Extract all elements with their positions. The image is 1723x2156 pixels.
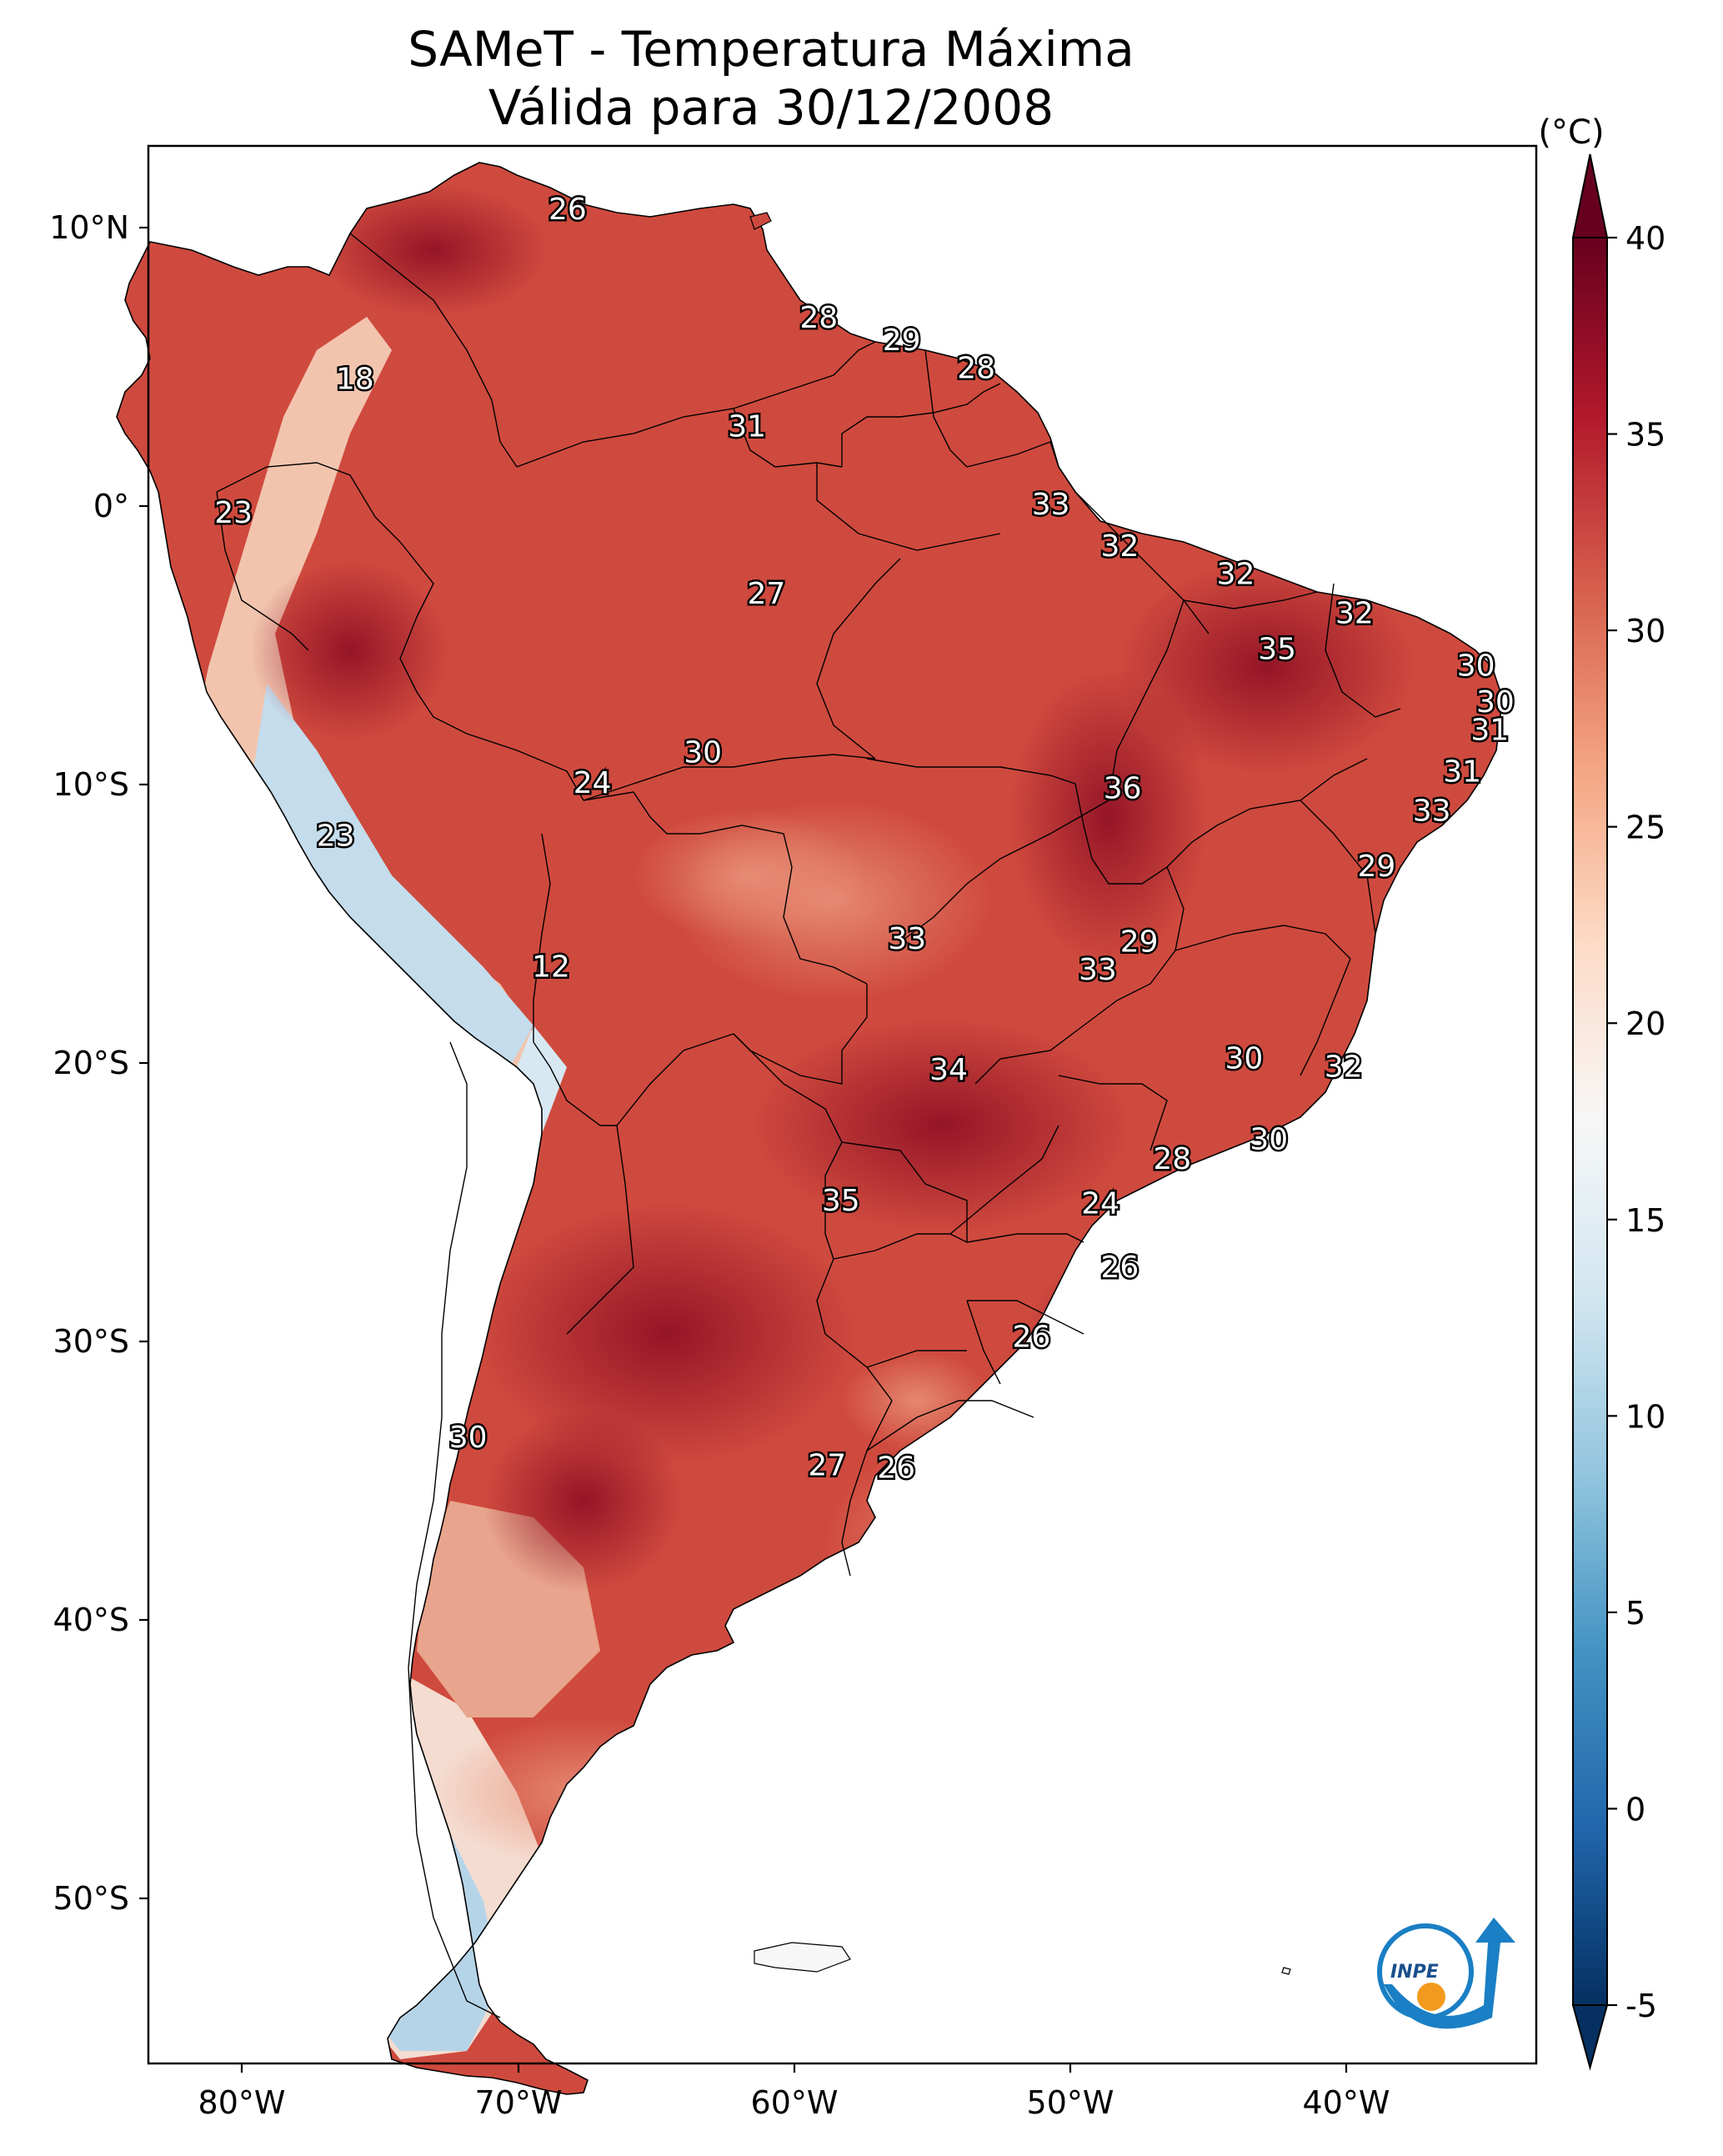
inpe-logo: INPE <box>1377 1918 1515 2029</box>
temperature-label: 12 <box>532 950 570 984</box>
temperature-label: 26 <box>548 193 587 227</box>
temperature-label: 30 <box>1457 649 1495 684</box>
x-tick-label: 70°W <box>475 2084 563 2121</box>
temperature-label: 33 <box>888 922 926 956</box>
colorbar-tick-label: 25 <box>1625 810 1665 846</box>
colorbar-tick-label: 40 <box>1625 220 1665 257</box>
temperature-label: 28 <box>1153 1142 1191 1176</box>
x-tick-label: 60°W <box>751 2084 839 2121</box>
y-tick-label: 0° <box>93 488 129 524</box>
y-tick-label: 40°S <box>53 1602 129 1638</box>
colorbar-max-arrow <box>1571 153 1609 238</box>
map-title-line1: SAMeT - Temperatura Máxima <box>408 21 1134 78</box>
colorbar-tick-label: 30 <box>1625 613 1665 649</box>
temperature-label: 29 <box>883 323 921 358</box>
colorbar-tick-label: 15 <box>1625 1202 1665 1239</box>
temperature-label: 27 <box>747 577 785 611</box>
temperature-label: 28 <box>799 301 838 335</box>
temperature-label: 32 <box>1335 596 1374 630</box>
colorbar-tick-label: -5 <box>1625 1988 1657 2024</box>
y-tick-labels: 10°N 0° 10°S 20°S 30°S 40°S 50°S <box>49 209 129 1917</box>
y-tick-label: 20°S <box>53 1045 129 1081</box>
y-tick-label: 10°N <box>49 209 129 246</box>
temperature-label: 30 <box>1225 1042 1263 1076</box>
temperature-label: 30 <box>1250 1123 1288 1157</box>
colorbar-tick-label: 0 <box>1625 1791 1645 1828</box>
temperature-label: 26 <box>1100 1251 1139 1285</box>
temperature-label: 23 <box>317 820 355 854</box>
y-tick-label: 50°S <box>53 1880 129 1917</box>
colorbar-min-arrow <box>1571 2004 1609 2071</box>
temperature-label: 27 <box>808 1448 846 1482</box>
temperature-label: 30 <box>1476 685 1515 720</box>
colorbar-tick-label: 20 <box>1625 1005 1665 1042</box>
logo-text: INPE <box>1390 1962 1439 1983</box>
temperature-label: 33 <box>1079 953 1117 987</box>
temperature-label: 35 <box>822 1184 860 1218</box>
islands <box>749 212 1291 1975</box>
temperature-label: 31 <box>728 410 766 444</box>
x-tick-label: 40°W <box>1303 2084 1390 2121</box>
colorbar-tick-label: 10 <box>1625 1398 1665 1435</box>
temperature-label: 31 <box>1470 714 1509 748</box>
colorbar-tick-label: 5 <box>1625 1595 1645 1632</box>
temperature-label: 24 <box>1081 1186 1119 1221</box>
temperature-label: 18 <box>336 363 374 397</box>
y-tick-label: 10°S <box>53 766 129 803</box>
colorbar-bar <box>1572 237 1608 2006</box>
temperature-label: 23 <box>214 496 253 530</box>
temperature-label: 33 <box>1413 794 1451 828</box>
map-title-line2: Válida para 30/12/2008 <box>488 79 1054 136</box>
temperature-label: 24 <box>573 766 612 800</box>
axis-ticks <box>139 226 1348 2073</box>
temperature-label: 29 <box>1357 850 1395 884</box>
map-frame <box>147 144 1538 2065</box>
temperature-label: 29 <box>1120 925 1159 959</box>
temperature-label: 33 <box>1032 488 1070 522</box>
temperature-label: 34 <box>929 1053 968 1087</box>
temperature-label: 32 <box>1217 558 1255 592</box>
temperature-label: 30 <box>684 735 722 770</box>
temperature-label: 28 <box>957 351 995 385</box>
temperature-label: 26 <box>1012 1321 1050 1355</box>
temperature-label: 36 <box>1104 772 1142 806</box>
y-tick-label: 30°S <box>53 1323 129 1360</box>
temperature-label: 26 <box>877 1452 915 1486</box>
colorbar-unit-label: (°C) <box>1538 113 1604 152</box>
temperature-label: 32 <box>1325 1050 1363 1085</box>
country-borders <box>216 233 1401 2018</box>
temperature-label: 35 <box>1258 633 1296 667</box>
temperature-label: 30 <box>449 1421 488 1455</box>
temperature-label: 31 <box>1443 755 1481 790</box>
colorbar-tick-label: 35 <box>1625 417 1665 454</box>
x-tick-label: 80°W <box>198 2084 286 2121</box>
x-tick-labels: 80°W 70°W 60°W 50°W 40°W <box>198 2084 1390 2121</box>
temperature-label: 32 <box>1100 529 1139 564</box>
colorbar: (°C) -5 0 5 10 15 20 25 30 35 40 <box>1538 113 1665 2071</box>
x-tick-label: 50°W <box>1027 2084 1114 2121</box>
